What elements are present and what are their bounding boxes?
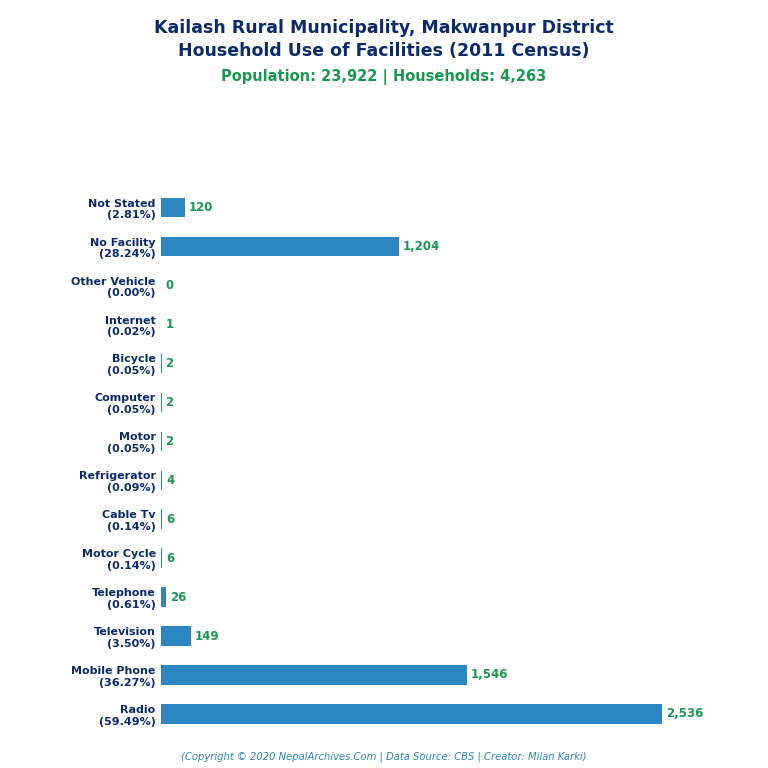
Text: Population: 23,922 | Households: 4,263: Population: 23,922 | Households: 4,263 (221, 69, 547, 85)
Text: 1,546: 1,546 (471, 668, 508, 681)
Text: 26: 26 (170, 591, 187, 604)
Bar (161, 704, 662, 723)
Bar (161, 237, 399, 257)
Text: 149: 149 (194, 630, 220, 643)
Text: 1: 1 (165, 318, 174, 331)
Bar (161, 509, 163, 529)
Bar (161, 198, 185, 217)
Text: Kailash Rural Municipality, Makwanpur District: Kailash Rural Municipality, Makwanpur Di… (154, 19, 614, 37)
Text: 6: 6 (167, 551, 174, 564)
Text: Household Use of Facilities (2011 Census): Household Use of Facilities (2011 Census… (178, 42, 590, 60)
Text: 1,204: 1,204 (403, 240, 440, 253)
Bar (161, 665, 467, 685)
Text: (Copyright © 2020 NepalArchives.Com | Data Source: CBS | Creator: Milan Karki): (Copyright © 2020 NepalArchives.Com | Da… (181, 751, 587, 762)
Text: 4: 4 (166, 474, 174, 487)
Text: 2: 2 (166, 396, 174, 409)
Text: 120: 120 (189, 201, 214, 214)
Text: 2: 2 (166, 357, 174, 370)
Text: 2,536: 2,536 (666, 707, 703, 720)
Text: 6: 6 (167, 513, 174, 526)
Bar (161, 588, 167, 607)
Bar (161, 548, 163, 568)
Bar (161, 471, 162, 490)
Text: 0: 0 (165, 279, 174, 292)
Bar (161, 626, 190, 646)
Text: 2: 2 (166, 435, 174, 448)
